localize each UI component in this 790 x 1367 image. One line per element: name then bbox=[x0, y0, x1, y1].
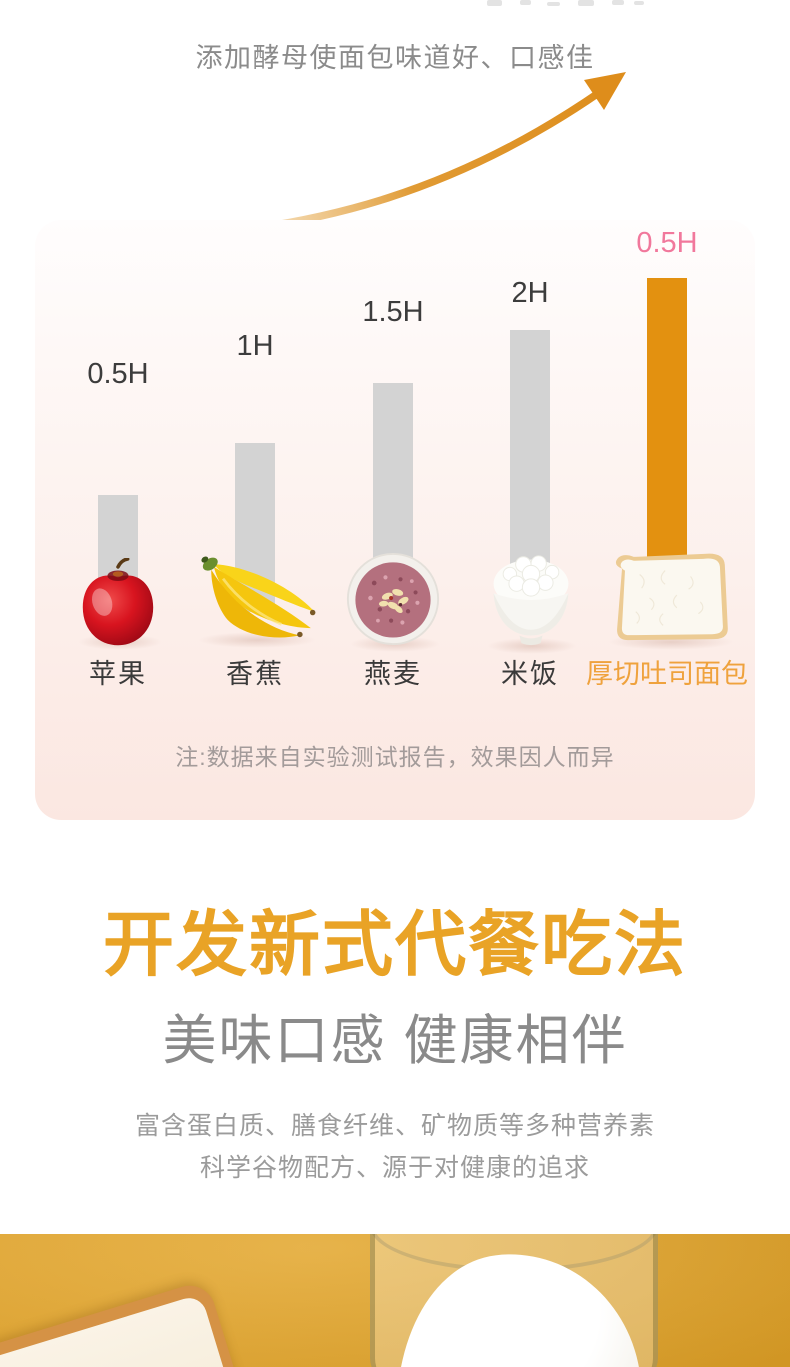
oatmeal-bowl-image bbox=[346, 552, 440, 646]
category-label-apple: 苹果 bbox=[89, 659, 147, 689]
intro-heading: 添加酵母使面包味道好、口感佳 bbox=[195, 43, 595, 73]
section-description-line2: 科学谷物配方、源于对健康的追求 bbox=[199, 1154, 590, 1182]
value-label-toast: 0.5H bbox=[636, 227, 698, 259]
value-label-rice: 2H bbox=[511, 277, 549, 309]
lifestyle-photo bbox=[0, 1234, 790, 1367]
rice-bowl-image bbox=[493, 555, 569, 646]
section-description-line1: 富含蛋白质、膳食纤维、矿物质等多种营养素 bbox=[134, 1112, 655, 1140]
apple-image bbox=[82, 558, 154, 646]
toast-bread-image bbox=[615, 553, 728, 641]
chart-note: 注:数据来自实验测试报告，效果因人而异 bbox=[175, 744, 615, 770]
category-label-toast: 厚切吐司面包 bbox=[586, 659, 748, 689]
category-label-rice: 米饭 bbox=[501, 659, 559, 689]
rice-shadow bbox=[487, 638, 577, 654]
value-label-oats: 1.5H bbox=[362, 296, 424, 328]
milk-glass-photo bbox=[370, 1234, 658, 1367]
value-label-banana: 1H bbox=[236, 330, 274, 362]
banana-image bbox=[201, 556, 316, 638]
section-title: 开发新式代餐吃法 bbox=[102, 906, 687, 985]
value-label-apple: 0.5H bbox=[87, 358, 149, 390]
category-label-banana: 香蕉 bbox=[226, 659, 284, 689]
section-subtitle: 美味口感 健康相伴 bbox=[162, 1011, 628, 1071]
category-label-oats: 燕麦 bbox=[364, 659, 422, 689]
